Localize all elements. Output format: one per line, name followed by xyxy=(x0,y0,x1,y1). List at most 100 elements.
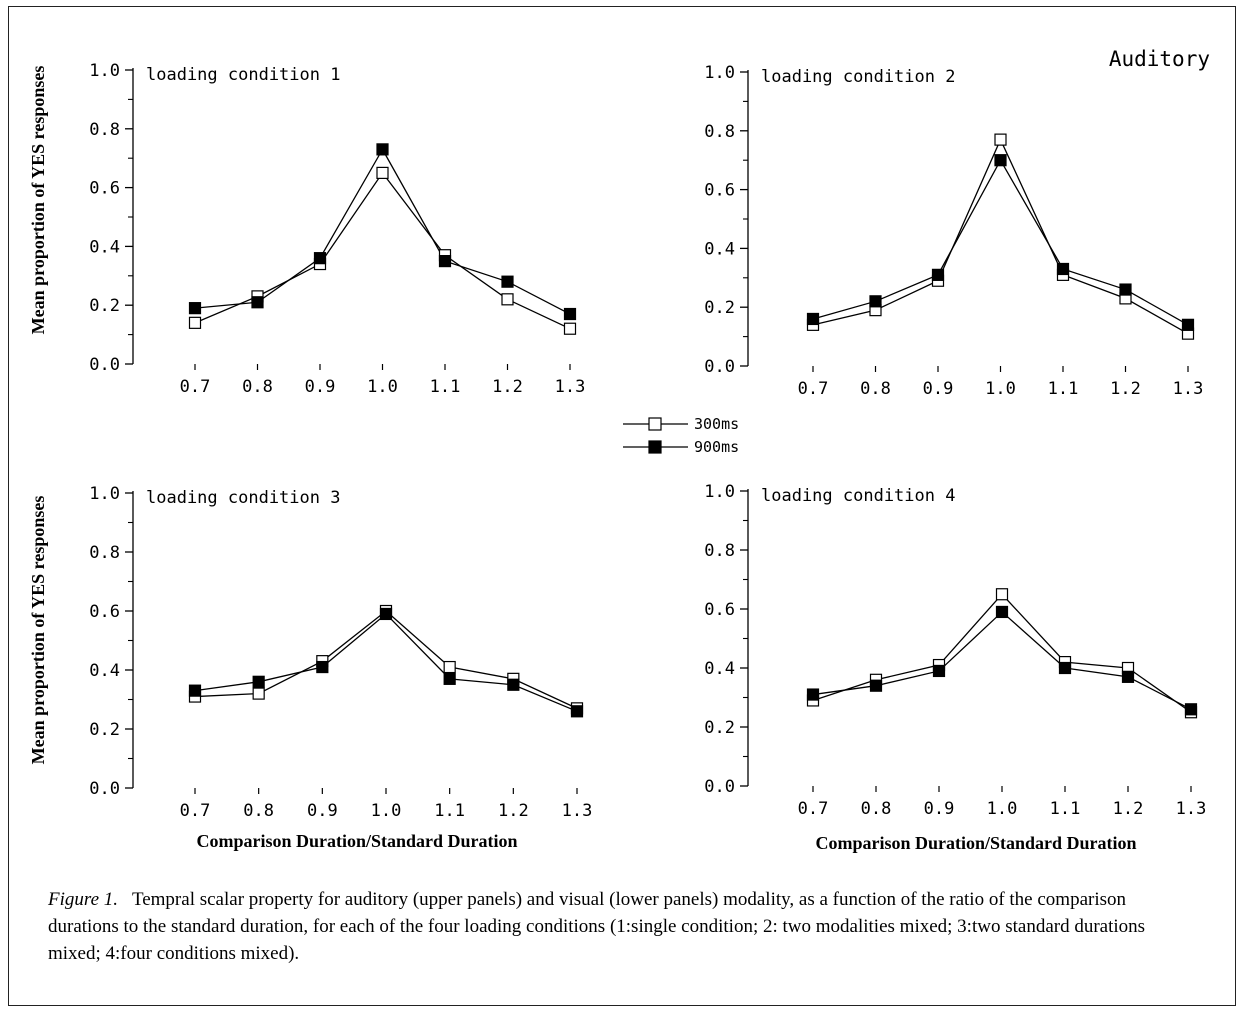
legend-marker-300ms xyxy=(648,417,662,431)
y-tick-label: 1.0 xyxy=(89,61,120,81)
y-axis-title-bottom: Mean proportion of YES responses xyxy=(28,496,48,765)
data-point-900ms xyxy=(376,143,389,156)
data-point-900ms xyxy=(379,607,393,621)
x-tick-label: 1.1 xyxy=(1050,799,1081,819)
x-tick-label: 0.8 xyxy=(861,799,892,819)
x-tick-label: 0.7 xyxy=(180,801,211,821)
y-tick-label: 0.4 xyxy=(89,661,120,681)
data-point-900ms xyxy=(563,307,577,321)
data-point-900ms xyxy=(316,660,329,674)
y-tick-label: 1.0 xyxy=(704,482,735,502)
x-tick-label: 0.7 xyxy=(180,377,211,397)
data-point-900ms xyxy=(995,605,1009,619)
x-tick-label: 0.8 xyxy=(242,377,273,397)
data-point-900ms xyxy=(1119,283,1132,296)
x-tick-label: 0.8 xyxy=(243,801,274,821)
y-tick-label: 0.6 xyxy=(89,179,120,199)
x-tick-label: 1.2 xyxy=(498,801,529,821)
y-tick-label: 0.4 xyxy=(89,237,120,257)
data-point-900ms xyxy=(507,678,520,691)
caption-text: Tempral scalar property for auditory (up… xyxy=(48,889,1146,964)
data-point-300ms xyxy=(376,166,389,179)
x-tick-label: 0.8 xyxy=(860,379,891,399)
panel-label: loading condition 2 xyxy=(761,67,955,87)
series-line-900ms xyxy=(812,158,1189,326)
legend: 300ms 900ms xyxy=(623,415,739,456)
series-line-900ms xyxy=(194,613,578,712)
y-tick-label: 0.8 xyxy=(89,120,120,140)
y-tick-label: 0.0 xyxy=(89,779,120,799)
x-tick-label: 1.1 xyxy=(1048,379,1079,399)
x-axis-title-left: Comparison Duration/Standard Duration xyxy=(196,831,517,851)
y-tick-label: 0.0 xyxy=(704,777,735,797)
data-point-900ms xyxy=(932,664,946,678)
data-point-900ms xyxy=(931,268,945,281)
y-tick-label: 1.0 xyxy=(89,484,120,504)
data-point-900ms xyxy=(251,296,264,309)
panel-label: loading condition 1 xyxy=(146,65,340,85)
data-point-300ms xyxy=(252,687,265,700)
data-point-900ms xyxy=(1181,318,1195,331)
panel-loading-condition-3: 0.0 0.2 0.4 0.6 0.8 1.0 0.7 0.8 0.9 1.0 1.1 1.2 1.3 l… xyxy=(89,484,592,821)
data-point-900ms xyxy=(869,679,883,692)
y-tick-label: 1.0 xyxy=(704,63,735,83)
series-line-300ms xyxy=(194,610,578,709)
data-point-900ms xyxy=(501,275,514,288)
x-tick-label: 0.9 xyxy=(307,801,338,821)
data-point-900ms xyxy=(188,684,202,697)
y-tick-label: 0.4 xyxy=(704,659,735,679)
data-point-900ms xyxy=(252,675,265,688)
x-tick-label: 1.2 xyxy=(492,377,523,397)
data-point-900ms xyxy=(188,302,202,315)
y-tick-label: 0.4 xyxy=(704,239,735,259)
modality-label: Auditory xyxy=(1109,47,1210,71)
figure-frame xyxy=(8,6,1236,1006)
x-tick-label: 1.0 xyxy=(367,377,398,397)
x-tick-label: 0.9 xyxy=(305,377,336,397)
legend-marker-900ms xyxy=(648,440,662,454)
panel-label: loading condition 4 xyxy=(761,486,955,506)
data-point-300ms xyxy=(994,133,1007,146)
x-tick-label: 1.3 xyxy=(555,377,586,397)
series-line-300ms xyxy=(812,138,1189,335)
y-tick-label: 0.6 xyxy=(704,600,735,620)
legend-label-900ms: 900ms xyxy=(694,438,739,456)
caption-figure-label: Figure 1. xyxy=(48,889,119,910)
series-line-300ms xyxy=(194,171,571,330)
y-tick-label: 0.0 xyxy=(89,355,120,375)
data-point-900ms xyxy=(869,295,882,308)
y-tick-label: 0.6 xyxy=(704,181,735,201)
x-tick-label: 0.7 xyxy=(798,799,829,819)
x-tick-label: 1.1 xyxy=(434,801,465,821)
data-point-300ms xyxy=(188,316,202,329)
data-point-900ms xyxy=(1121,670,1135,683)
y-tick-label: 0.6 xyxy=(89,602,120,622)
data-point-300ms xyxy=(563,322,577,335)
series-line-900ms xyxy=(812,611,1192,710)
data-point-900ms xyxy=(443,672,456,685)
data-point-900ms xyxy=(313,252,327,265)
y-tick-label: 0.8 xyxy=(704,122,735,142)
x-tick-label: 1.2 xyxy=(1110,379,1141,399)
legend-label-300ms: 300ms xyxy=(694,415,739,433)
data-point-300ms xyxy=(443,660,456,674)
x-tick-label: 0.7 xyxy=(798,379,829,399)
x-tick-label: 1.3 xyxy=(1176,799,1207,819)
x-tick-label: 1.0 xyxy=(985,379,1016,399)
data-point-900ms xyxy=(806,312,820,326)
panel-loading-condition-1: 0.0 0.2 0.4 0.6 0.8 1.0 0.7 0.8 0.9 1.0 1.1 1.2 1.3 l… xyxy=(89,61,585,397)
panel-loading-condition-2: 0.0 0.2 0.4 0.6 0.8 1.0 0.7 0.8 0.9 1.0 1.1 1.2 1.3 l… xyxy=(704,63,1203,399)
y-tick-label: 0.2 xyxy=(89,296,120,316)
data-point-900ms xyxy=(1184,703,1198,716)
x-tick-label: 0.9 xyxy=(923,379,954,399)
x-tick-label: 1.3 xyxy=(562,801,593,821)
data-point-900ms xyxy=(1058,661,1072,675)
x-tick-label: 1.3 xyxy=(1173,379,1204,399)
y-tick-label: 0.0 xyxy=(704,357,735,377)
data-point-900ms xyxy=(570,705,584,718)
data-point-900ms xyxy=(994,154,1007,167)
data-point-900ms xyxy=(1056,262,1070,276)
x-tick-label: 1.1 xyxy=(430,377,461,397)
x-tick-label: 1.0 xyxy=(371,801,402,821)
y-axis-title-top: Mean proportion of YES responses xyxy=(28,66,48,335)
